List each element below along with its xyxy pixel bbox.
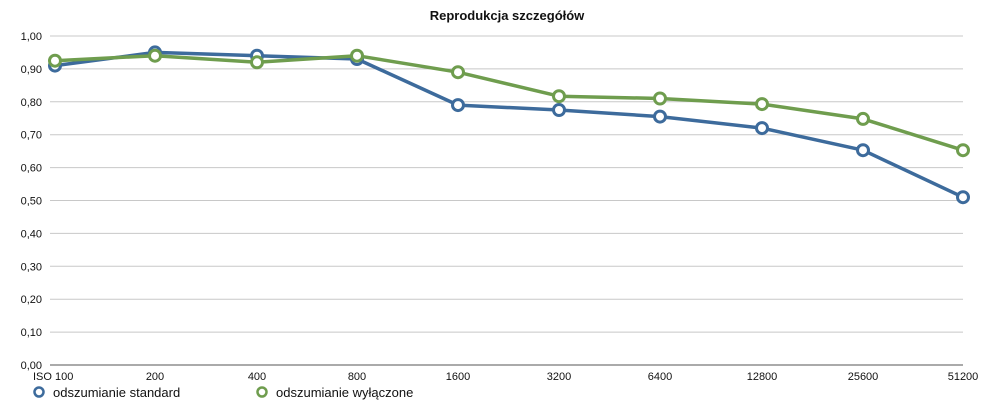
data-point bbox=[755, 121, 769, 136]
x-tick-label: 800 bbox=[348, 371, 366, 383]
x-tick-label: ISO 100 bbox=[33, 371, 73, 383]
series-line bbox=[54, 53, 964, 152]
x-tick-label: 400 bbox=[248, 371, 266, 383]
x-tick-label: 1600 bbox=[446, 371, 470, 383]
x-tick-label: 6400 bbox=[648, 371, 672, 383]
y-tick-label: 0,80 bbox=[21, 97, 42, 109]
data-point bbox=[856, 143, 870, 158]
data-point bbox=[148, 48, 162, 63]
data-point bbox=[451, 65, 465, 80]
y-axis-ticks: 0,00 0,10 0,20 0,30 0,40 0,50 0,60 0,70 0,80 0,90… bbox=[21, 31, 42, 372]
chart-title: Reprodukcja szczegółów bbox=[430, 8, 585, 23]
data-point bbox=[956, 190, 970, 205]
series-1 bbox=[48, 45, 970, 205]
data-point bbox=[653, 91, 667, 106]
x-tick-label: 200 bbox=[146, 371, 164, 383]
data-point bbox=[755, 97, 769, 112]
data-point bbox=[48, 53, 62, 68]
y-tick-label: 0,40 bbox=[21, 228, 42, 240]
x-tick-label: 51200 bbox=[948, 371, 979, 383]
y-tick-label: 0,90 bbox=[21, 64, 42, 76]
x-axis-ticks: ISO 100 200 400 800 1600 3200 6400 12800 25600 51… bbox=[33, 371, 978, 383]
legend: odszumianie standard odszumianie wyłączon… bbox=[33, 385, 413, 400]
data-point bbox=[552, 103, 566, 117]
y-tick-label: 1,00 bbox=[21, 31, 42, 43]
series-2 bbox=[48, 48, 970, 158]
x-tick-label: 25600 bbox=[848, 371, 879, 383]
y-tick-label: 0,30 bbox=[21, 261, 42, 273]
data-point bbox=[451, 98, 465, 113]
y-tick-label: 0,60 bbox=[21, 163, 42, 175]
x-tick-label: 3200 bbox=[547, 371, 571, 383]
x-tick-label: 12800 bbox=[747, 371, 778, 383]
y-tick-label: 0,20 bbox=[21, 294, 42, 306]
y-tick-label: 0,10 bbox=[21, 327, 42, 339]
data-point bbox=[653, 109, 667, 124]
data-point bbox=[250, 55, 264, 70]
legend-marker bbox=[256, 386, 268, 398]
y-tick-label: 0,00 bbox=[21, 360, 42, 372]
series-group bbox=[48, 45, 970, 205]
y-tick-label: 0,50 bbox=[21, 196, 42, 208]
y-tick-label: 0,70 bbox=[21, 130, 42, 142]
data-point bbox=[552, 89, 566, 104]
data-point bbox=[350, 48, 364, 63]
series-line bbox=[54, 50, 964, 199]
legend-label: odszumianie standard bbox=[53, 385, 180, 400]
legend-marker bbox=[33, 386, 45, 398]
legend-label: odszumianie wyłączone bbox=[276, 385, 413, 400]
data-point bbox=[956, 143, 970, 158]
data-point bbox=[856, 111, 870, 126]
legend-item: odszumianie wyłączone bbox=[256, 385, 413, 400]
gridlines bbox=[50, 35, 963, 366]
legend-item: odszumianie standard bbox=[33, 385, 180, 400]
